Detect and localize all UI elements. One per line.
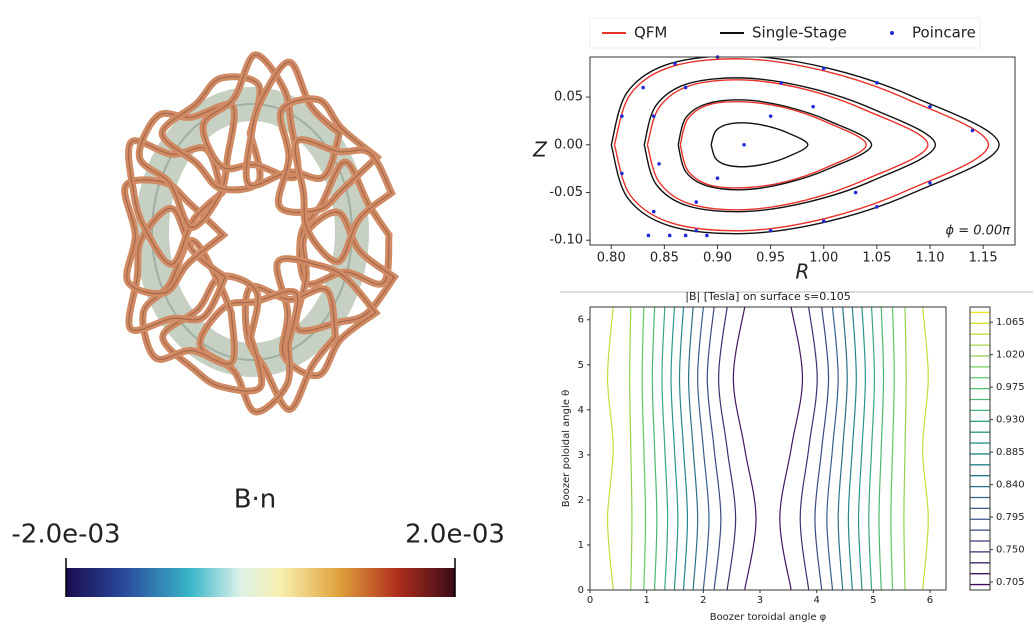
contour-line	[680, 307, 857, 590]
poincare-point	[694, 200, 698, 204]
colorbar	[66, 568, 455, 597]
colorbar-title: B·n	[234, 485, 277, 515]
poincare-point	[822, 67, 826, 71]
x-tick-label: 0.95	[756, 251, 785, 266]
contour-line	[733, 307, 802, 590]
poincare-point	[854, 191, 858, 195]
contour-line	[719, 307, 818, 590]
y-tick-label: -0.05	[549, 185, 583, 200]
poincare-point	[684, 86, 688, 90]
poincare-point	[811, 105, 815, 109]
poincare-point	[971, 129, 975, 133]
colorbar-tick-label: 0.885	[996, 447, 1025, 458]
coil-rendering	[125, 55, 395, 412]
poincare-point	[620, 172, 624, 176]
colorbar-tick-label: 0.975	[996, 382, 1025, 393]
poincare-point	[742, 143, 746, 147]
poincare-point	[769, 114, 773, 118]
x-tick-label: 1.05	[862, 251, 891, 266]
x-axis-label: R	[796, 260, 810, 284]
poincare-point	[694, 229, 698, 233]
x-tick-label: 2	[700, 595, 706, 606]
x-tick-label: 1.00	[809, 251, 838, 266]
poincare-point	[705, 234, 709, 238]
y-tick-label: 0.00	[554, 137, 583, 152]
colorbar-tick-label: 1.065	[996, 317, 1025, 328]
y-tick-label: -0.10	[549, 233, 583, 248]
poincare-point	[673, 62, 677, 66]
figure: B·n -2.0e-03 2.0e-03 0.80 0.85 0.90 0.95 1.00 1.…	[0, 0, 1033, 627]
colorbar-tick-label: 0.930	[996, 415, 1025, 426]
colorbar-tick-label: 2.0e-03	[405, 520, 505, 550]
x-tick-label: 4	[813, 595, 819, 606]
colorbar-tick-label: 0.795	[996, 512, 1025, 523]
poincare-point	[716, 176, 720, 180]
y-tick-label: 4	[578, 405, 584, 416]
y-tick-label: 1	[578, 540, 584, 551]
annotation: ϕ = 0.00π	[945, 224, 1010, 239]
poincare-point	[668, 234, 672, 238]
contour-line	[642, 307, 894, 590]
x-tick-label: 0.80	[597, 251, 626, 266]
legend-label: QFM	[634, 24, 667, 42]
legend-marker	[890, 31, 894, 35]
x-tick-label: 1.10	[916, 251, 945, 266]
poincare-point	[875, 81, 879, 85]
surface-line	[614, 59, 988, 231]
surface-line	[611, 56, 999, 234]
poincare-point	[641, 86, 645, 90]
plot-frame	[590, 57, 1015, 245]
poincare-point	[928, 181, 932, 185]
x-tick-label: 5	[870, 595, 876, 606]
poincare-point	[620, 114, 624, 118]
contour-line	[707, 307, 828, 590]
poincare-point	[652, 114, 656, 118]
contour-line	[689, 307, 848, 590]
poincare-point	[769, 229, 773, 233]
colorbar-tick-label: 0.750	[996, 545, 1025, 556]
x-tick-label: 1.15	[969, 251, 998, 266]
x-tick-label: 0.85	[650, 251, 679, 266]
colorbar-tick-label: 1.020	[996, 350, 1025, 361]
y-tick-label: 5	[578, 360, 584, 371]
legend-label: Single-Stage	[752, 24, 847, 42]
x-tick-label: 0	[587, 595, 593, 606]
colorbar-tick-label: -2.0e-03	[11, 520, 120, 550]
poincare-point	[875, 205, 879, 209]
chart-title: |B| [Tesla] on surface s=0.105	[685, 290, 850, 303]
poincare-point	[652, 210, 656, 214]
y-axis-label: Boozer poloidal angle θ	[561, 390, 572, 507]
y-tick-label: 3	[578, 450, 584, 461]
poincare-point	[647, 234, 651, 238]
y-tick-label: 0.05	[554, 90, 583, 105]
colorbar-tick-label: 0.705	[996, 577, 1025, 588]
colorbar-tick-label: 0.840	[996, 480, 1025, 491]
x-tick-label: 6	[927, 595, 933, 606]
poincare-point	[657, 162, 661, 166]
y-tick-label: 0	[578, 585, 584, 596]
x-tick-label: 3	[757, 595, 763, 606]
x-tick-label: 0.90	[703, 251, 732, 266]
poincare-point	[822, 219, 826, 223]
y-tick-label: 2	[578, 495, 584, 506]
legend-label: Poincare	[912, 24, 976, 42]
x-tick-label: 1	[643, 595, 649, 606]
poincare-point	[779, 81, 783, 85]
poincare-point	[928, 105, 932, 109]
poincare-point	[684, 234, 688, 238]
y-axis-label: Z	[532, 138, 548, 162]
x-axis-label: Boozer toroidal angle φ	[710, 612, 827, 623]
y-tick-label: 6	[578, 315, 584, 326]
